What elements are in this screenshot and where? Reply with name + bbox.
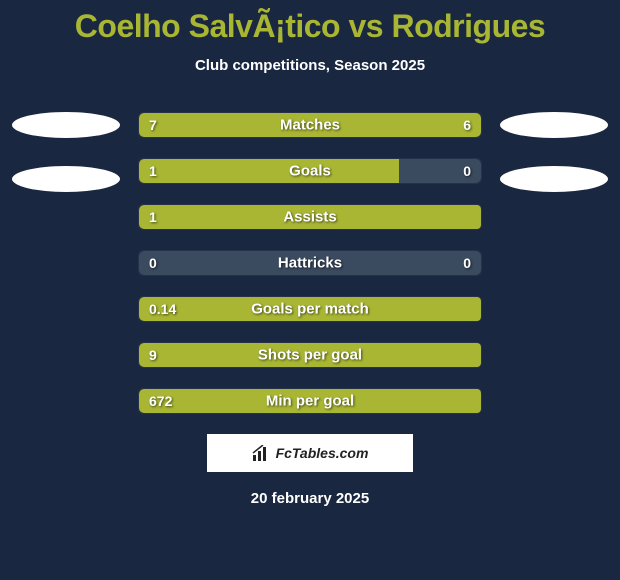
stat-bar: 9Shots per goal (138, 342, 482, 368)
left-photo-column (12, 112, 120, 192)
bar-label: Goals per match (139, 301, 481, 318)
source-badge: FcTables.com (207, 434, 413, 472)
player-left-photo-1 (12, 112, 120, 138)
bar-right-value: 6 (463, 117, 471, 133)
stat-bar: 1Goals0 (138, 158, 482, 184)
bar-label: Goals (139, 163, 481, 180)
player-right-photo-1 (500, 112, 608, 138)
chart-icon (252, 445, 270, 461)
comparison-bars: 7Matches61Goals01Assists0Hattricks00.14G… (138, 112, 482, 414)
stat-bar: 0.14Goals per match (138, 296, 482, 322)
main-container: Coelho SalvÃ¡tico vs Rodrigues Club comp… (0, 0, 620, 580)
stat-bar: 0Hattricks0 (138, 250, 482, 276)
stat-bar: 672Min per goal (138, 388, 482, 414)
player-left-photo-2 (12, 166, 120, 192)
bar-label: Min per goal (139, 393, 481, 410)
bar-label: Shots per goal (139, 347, 481, 364)
date-label: 20 february 2025 (251, 490, 369, 507)
player-right-photo-2 (500, 166, 608, 192)
bar-right-value: 0 (463, 163, 471, 179)
bar-label: Assists (139, 209, 481, 226)
stat-bar: 7Matches6 (138, 112, 482, 138)
stats-area: 7Matches61Goals01Assists0Hattricks00.14G… (0, 112, 620, 414)
bar-label: Matches (139, 117, 481, 134)
right-photo-column (500, 112, 608, 192)
subtitle: Club competitions, Season 2025 (195, 57, 425, 74)
bar-right-value: 0 (463, 255, 471, 271)
page-title: Coelho SalvÃ¡tico vs Rodrigues (75, 8, 545, 45)
bar-label: Hattricks (139, 255, 481, 272)
stat-bar: 1Assists (138, 204, 482, 230)
badge-label: FcTables.com (276, 445, 369, 461)
